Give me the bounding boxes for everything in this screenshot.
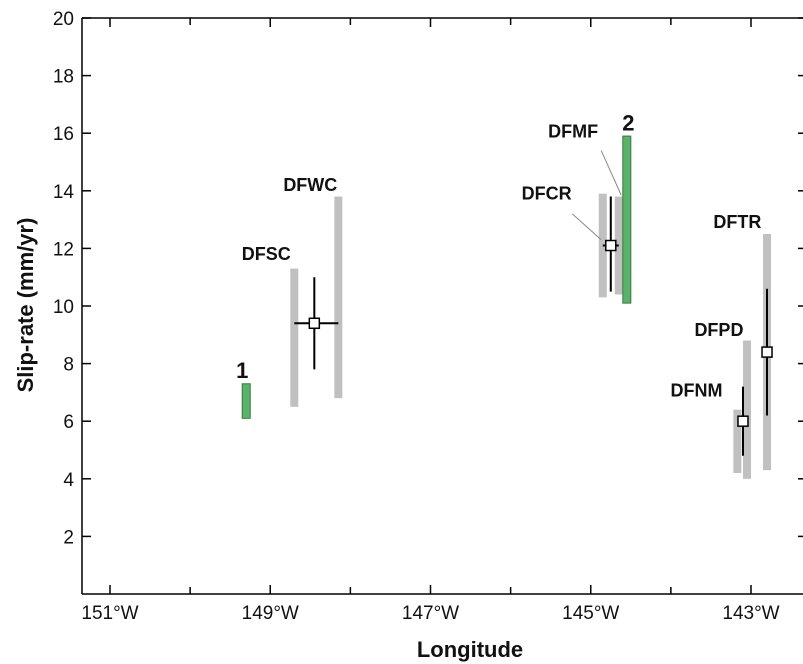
leader-dfcr <box>571 213 602 241</box>
y-tick-label: 20 <box>53 9 74 30</box>
y-tick-label: 4 <box>63 470 74 491</box>
dfsc-dfwc-point <box>308 317 321 330</box>
label-dfpd: DFPD <box>694 320 743 340</box>
x-axis-title: Longitude <box>417 637 523 662</box>
label-2: 2 <box>622 110 634 135</box>
green-range-2 <box>622 135 632 304</box>
dfnm-range <box>733 409 742 474</box>
y-tick-label: 2 <box>63 527 74 548</box>
y-tick-label: 8 <box>63 355 74 376</box>
label-dftr: DFTR <box>713 212 761 232</box>
label-dfwc: DFWC <box>283 175 337 195</box>
y-tick-label: 12 <box>53 239 74 260</box>
x-tick-label: 147°W <box>402 603 459 624</box>
label-dfmf: DFMF <box>548 122 598 142</box>
leader-dfmf <box>600 150 622 196</box>
y-tick-label: 14 <box>53 182 75 203</box>
y-tick-label: 10 <box>53 297 74 318</box>
plot-area: 1 2 DFSC DFWC DFMF DFCR DFTR DFPD DFNM <box>236 110 773 479</box>
green-range-1 <box>241 383 251 419</box>
dfcr-point <box>605 239 617 252</box>
dfnm-point <box>737 415 749 427</box>
dfsc-range <box>290 268 299 407</box>
y-tick-label: 18 <box>53 67 74 88</box>
label-dfnm: DFNM <box>671 381 723 401</box>
x-tick-label: 145°W <box>562 603 619 624</box>
dftr-point <box>761 346 773 358</box>
x-tick-label: 149°W <box>242 603 299 624</box>
y-axis-title: Slip-rate (mm/yr) <box>13 218 38 393</box>
label-dfsc: DFSC <box>242 244 291 264</box>
x-tick-label: 143°W <box>722 603 779 624</box>
y-tick-label: 16 <box>53 124 74 145</box>
y-tick-label: 6 <box>63 412 74 433</box>
label-1: 1 <box>236 358 248 383</box>
label-dfcr: DFCR <box>522 183 572 203</box>
dfwc-range <box>334 196 343 399</box>
dfpd-range <box>742 340 751 479</box>
x-tick-label: 151°W <box>81 603 138 624</box>
